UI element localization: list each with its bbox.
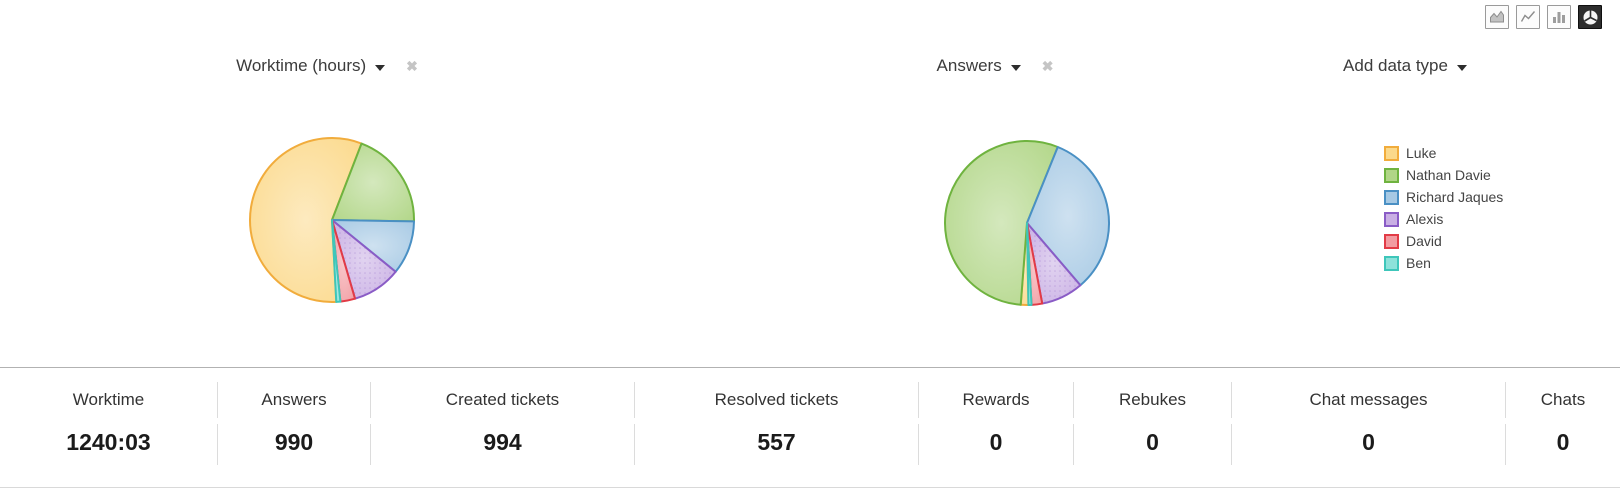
- chart1-title: Worktime (hours): [236, 56, 367, 75]
- legend-swatch-icon: [1384, 256, 1399, 271]
- pie-chart-icon[interactable]: [1578, 5, 1602, 29]
- chart2-title: Answers: [936, 56, 1002, 75]
- chevron-down-icon: [375, 64, 386, 71]
- pie-slice-nathan-davie[interactable]: [331, 142, 415, 223]
- stat-value-created-tickets: 994: [371, 424, 635, 465]
- legend-item-label: Alexis: [1406, 211, 1444, 227]
- pie-slice-ben[interactable]: [331, 219, 342, 303]
- pie-slice-richard-jaques[interactable]: [1026, 145, 1110, 287]
- add-data-type-header: Add data type: [1255, 55, 1555, 77]
- legend-swatch-icon: [1384, 212, 1399, 227]
- line-chart-icon[interactable]: [1516, 5, 1540, 29]
- add-data-type-label: Add data type: [1343, 56, 1448, 75]
- stat-label-resolved-tickets: Resolved tickets: [635, 382, 919, 418]
- stat-label-rewards: Rewards: [919, 382, 1074, 418]
- column-chart-icon[interactable]: [1547, 5, 1571, 29]
- chart1-remove-icon[interactable]: ✖: [406, 58, 418, 74]
- chevron-down-icon: [1010, 64, 1021, 71]
- stat-label-chat-messages: Chat messages: [1232, 382, 1506, 418]
- legend-item-david[interactable]: David: [1384, 234, 1503, 249]
- add-data-type-dropdown[interactable]: Add data type: [1343, 56, 1467, 76]
- pie-slice-dot-pattern: [1027, 223, 1081, 304]
- worktime-pie-chart[interactable]: [248, 136, 416, 304]
- legend-item-alexis[interactable]: Alexis: [1384, 212, 1503, 227]
- legend-item-richard-jaques[interactable]: Richard Jaques: [1384, 190, 1503, 205]
- legend: Luke Nathan Davie Richard Jaques Alexis Davi…: [1384, 146, 1503, 271]
- legend-item-label: Richard Jaques: [1406, 189, 1504, 205]
- answers-pie-chart[interactable]: [943, 139, 1111, 307]
- pie-slice-nathan-davie[interactable]: [944, 140, 1059, 306]
- chart2-datatype-dropdown[interactable]: Answers: [937, 56, 1021, 76]
- legend-item-ben[interactable]: Ben: [1384, 256, 1503, 271]
- stat-label-chats: Chats: [1540, 390, 1586, 409]
- stat-label-rebukes: Rebukes: [1074, 382, 1232, 418]
- legend-swatch-icon: [1384, 168, 1399, 183]
- chart2-remove-icon[interactable]: ✖: [1041, 58, 1054, 74]
- pie-slice-dot-pattern: [332, 220, 396, 299]
- stat-value-worktime: 1240:03: [0, 424, 218, 465]
- legend-item-luke[interactable]: Luke: [1384, 146, 1503, 161]
- stat-label-worktime: Worktime: [0, 382, 218, 418]
- legend-swatch-icon: [1384, 190, 1399, 205]
- legend-swatch-icon: [1384, 234, 1399, 249]
- stats-bar: Worktime Answers Created tickets Resolved t…: [0, 367, 1620, 488]
- pie-chart-glyph: [1583, 10, 1597, 24]
- stat-value-rebukes: 0: [1074, 424, 1232, 465]
- legend-item-label: David: [1406, 233, 1442, 249]
- legend-swatch-icon: [1384, 146, 1399, 161]
- chart1-header: Worktime (hours) ✖: [177, 55, 477, 77]
- column-chart-glyph: [1553, 12, 1565, 23]
- stat-value-resolved-tickets: 557: [635, 424, 919, 465]
- legend-item-label: Nathan Davie: [1406, 167, 1491, 183]
- chevron-down-icon: [1456, 64, 1467, 71]
- chart-type-toolbar: [1485, 5, 1602, 29]
- area-chart-glyph: [1490, 10, 1504, 23]
- stat-label-answers: Answers: [218, 382, 371, 418]
- stat-value-rewards: 0: [919, 424, 1074, 465]
- legend-item-nathan-davie[interactable]: Nathan Davie: [1384, 168, 1503, 183]
- stat-value-answers: 990: [218, 424, 371, 465]
- pie-slice-ben[interactable]: [1026, 222, 1033, 306]
- chart1-datatype-dropdown[interactable]: Worktime (hours): [236, 56, 386, 76]
- legend-item-label: Ben: [1406, 255, 1431, 271]
- stat-value-chat-messages: 0: [1232, 424, 1506, 465]
- legend-item-label: Luke: [1406, 145, 1437, 161]
- line-chart-glyph: [1520, 11, 1536, 22]
- area-chart-icon[interactable]: [1485, 5, 1509, 29]
- stat-label-created-tickets: Created tickets: [371, 382, 635, 418]
- stat-value-chats: 0: [1556, 429, 1570, 455]
- chart2-header: Answers ✖: [845, 55, 1145, 77]
